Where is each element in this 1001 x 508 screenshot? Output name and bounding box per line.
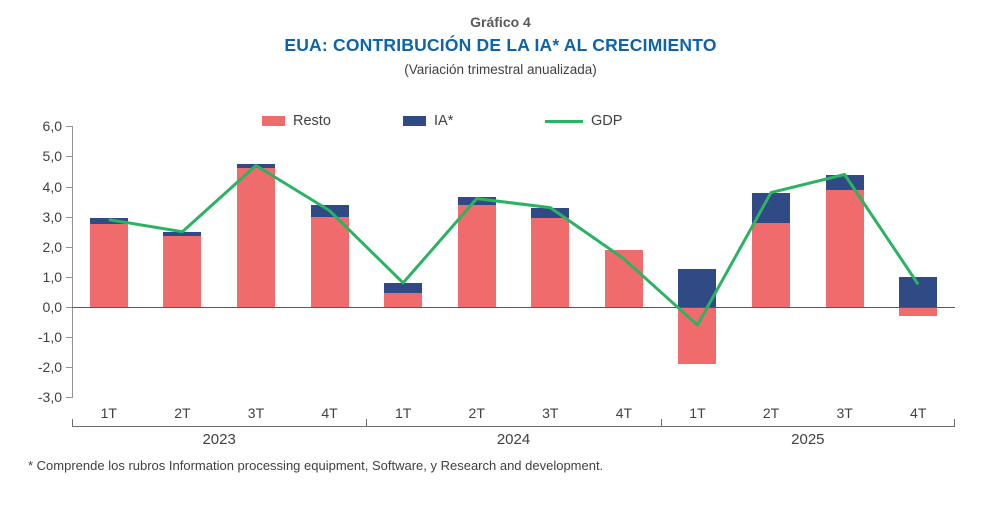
x-axis-quarter-label: 1T: [689, 405, 706, 421]
year-axis-line: [72, 426, 955, 427]
x-axis-quarter-label: 3T: [542, 405, 559, 421]
bar-segment-ia: [531, 207, 570, 219]
x-axis-quarter-label: 1T: [100, 405, 117, 421]
y-axis-tick-mark: [66, 186, 73, 188]
footnote: * Comprende los rubros Information proce…: [28, 458, 604, 473]
legend-item-resto: Resto: [262, 112, 331, 130]
legend-item-gdp: GDP: [545, 112, 622, 130]
gdp-polyline: [108, 163, 920, 327]
bar-segment-ia: [236, 163, 275, 169]
y-axis-tick-mark: [66, 246, 73, 248]
y-axis-tick-mark: [66, 367, 73, 369]
x-axis-quarter-label: 2T: [174, 405, 191, 421]
bar-segment-ia: [825, 174, 864, 190]
y-axis-tick-mark: [66, 216, 73, 218]
y-axis-tick-mark: [66, 276, 73, 278]
y-axis-tick-label: 1,0: [42, 268, 62, 285]
bar-segment-ia: [384, 282, 423, 294]
year-group-tick: [366, 419, 368, 427]
y-axis-line: [72, 126, 73, 398]
bar-segment-ia: [899, 276, 938, 307]
x-axis-quarter-label: 2T: [468, 405, 485, 421]
bar-segment-resto: [163, 236, 202, 307]
gdp-line-swatch-icon: [545, 119, 583, 123]
y-axis-tick-label: 3,0: [42, 208, 62, 225]
bar-segment-ia: [163, 231, 202, 237]
year-group-tick: [72, 419, 73, 427]
bar-segment-resto: [752, 222, 791, 307]
year-label: 2025: [791, 431, 825, 448]
bar-segment-ia: [678, 269, 717, 307]
year-group-tick: [660, 419, 662, 427]
chart-number: Gráfico 4: [470, 14, 531, 30]
legend-item-ia: IA*: [403, 112, 453, 130]
zero-baseline: [72, 306, 955, 308]
bar-segment-resto: [604, 249, 643, 307]
y-axis-tick-mark: [66, 397, 73, 399]
x-axis-quarter-label: 3T: [247, 405, 265, 421]
bar-segment-resto: [236, 168, 275, 307]
y-axis-tick-mark: [66, 156, 73, 158]
year-label: 2024: [496, 431, 531, 448]
x-axis-quarter-label: 2T: [762, 405, 780, 421]
y-axis-tick-mark: [66, 307, 73, 308]
bar-segment-ia: [457, 197, 496, 205]
bar-segment-resto: [89, 224, 128, 307]
x-axis-quarter-label: 1T: [394, 405, 412, 421]
bar-segment-resto: [457, 204, 496, 307]
resto-swatch-icon: [262, 116, 285, 126]
legend-label-ia: IA*: [434, 113, 454, 129]
chart-subtitle: (Variación trimestral anualizada): [404, 62, 597, 77]
year-group-tick: [954, 419, 955, 427]
y-axis-tick-label: 0,0: [42, 299, 62, 315]
bar-segment-ia: [310, 204, 349, 217]
bar-segment-resto: [384, 293, 423, 307]
y-axis-tick-label: 5,0: [42, 148, 62, 165]
bar-segment-ia: [752, 192, 791, 223]
bar-segment-resto: [825, 189, 864, 307]
legend-label-gdp: GDP: [591, 113, 623, 129]
year-label: 2023: [202, 431, 236, 448]
y-axis-tick-label: 2,0: [42, 238, 62, 255]
y-axis-tick-label: 6,0: [42, 118, 62, 135]
chart-header: Gráfico 4 EUA: CONTRIBUCIÓN DE LA IA* AL…: [0, 14, 1001, 77]
bar-segment-ia: [89, 218, 128, 225]
y-axis-tick-label: -1,0: [37, 329, 62, 346]
x-axis-quarter-label: 4T: [321, 405, 338, 421]
chart-title: EUA: CONTRIBUCIÓN DE LA IA* AL CRECIMIEN…: [284, 35, 717, 55]
y-axis-tick-label: 4,0: [42, 178, 62, 195]
y-axis-tick-label: -3,0: [37, 389, 62, 406]
x-axis-quarter-label: 4T: [615, 405, 633, 421]
legend-label-resto: Resto: [293, 113, 331, 129]
y-axis-tick-label: -2,0: [37, 359, 62, 376]
bar-segment-resto: [310, 216, 349, 307]
bar-segment-resto: [899, 308, 938, 316]
y-axis-tick-mark: [66, 337, 73, 339]
bar-segment-resto: [678, 308, 717, 364]
ia-swatch-icon: [403, 116, 426, 126]
y-axis-tick-mark: [66, 126, 73, 128]
bar-segment-resto: [531, 218, 570, 307]
x-axis-quarter-label: 3T: [836, 405, 853, 421]
x-axis-quarter-label: 4T: [910, 405, 927, 421]
